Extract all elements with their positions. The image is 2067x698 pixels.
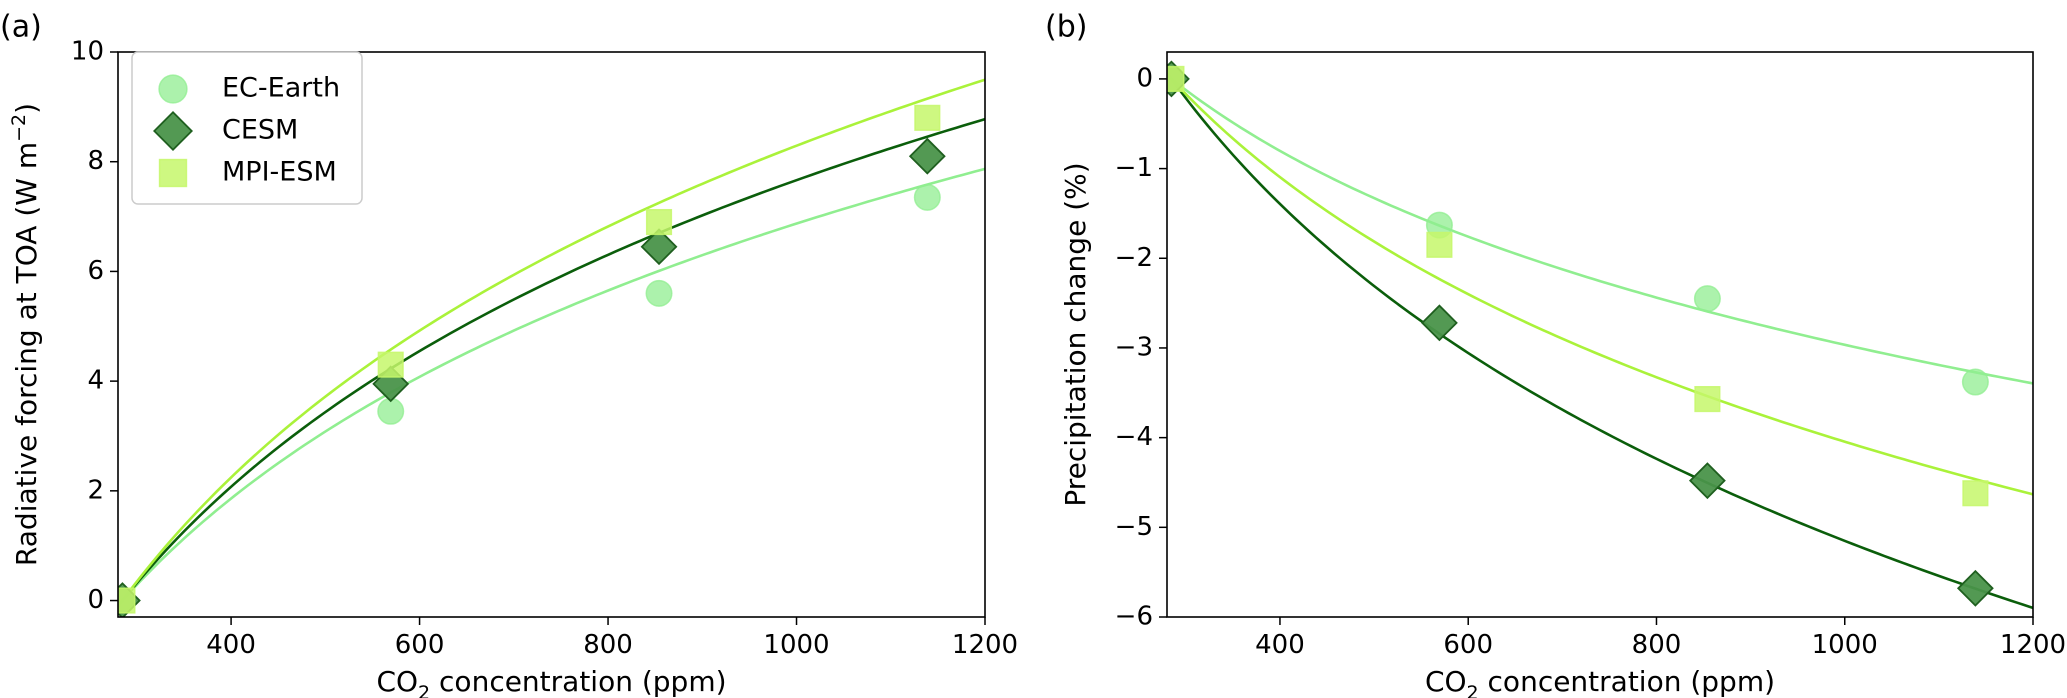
legend-label: EC-Earth bbox=[222, 73, 340, 104]
data-point-ec-earth bbox=[645, 279, 673, 307]
fit-line-mpi-esm bbox=[118, 78, 985, 609]
data-point-cesm bbox=[908, 137, 946, 175]
data-point-ec-earth bbox=[1693, 285, 1721, 313]
fit-line-ec-earth bbox=[118, 167, 985, 608]
y-tick-label: 0 bbox=[1136, 63, 1153, 93]
x-axis-label: CO2 concentration (ppm) bbox=[376, 665, 726, 698]
x-tick-label: 400 bbox=[1255, 630, 1305, 660]
fit-line-cesm bbox=[1167, 70, 2033, 610]
data-point-mpi-esm bbox=[1426, 231, 1453, 258]
data-point-mpi-esm bbox=[1694, 386, 1721, 413]
x-tick-label: 600 bbox=[1443, 630, 1493, 660]
fit-curves bbox=[118, 78, 985, 609]
data-point-mpi-esm bbox=[914, 104, 941, 131]
markers bbox=[1167, 60, 1994, 607]
panel-b: (b) 400 600 800 1000 1200 0 −1 −2 −3 −4 −5 −6 CO2 con… bbox=[1045, 10, 2066, 698]
data-point-cesm bbox=[1420, 304, 1458, 342]
x-tick-label: 600 bbox=[395, 630, 445, 660]
panel-a: (a) 400 600 800 1000 1200 0 2 4 6 8 10 CO2 concentra… bbox=[0, 10, 1018, 698]
y-tick-label: −5 bbox=[1115, 512, 1153, 542]
data-point-cesm bbox=[1688, 462, 1726, 500]
panel-label: (b) bbox=[1045, 10, 1087, 45]
x-tick-label: 800 bbox=[1632, 630, 1682, 660]
y-tick-label: −1 bbox=[1115, 153, 1153, 183]
markers bbox=[118, 104, 946, 617]
y-tick-label: 6 bbox=[87, 256, 104, 286]
y-tick-label: −2 bbox=[1115, 243, 1153, 273]
data-point-cesm bbox=[1956, 569, 1994, 607]
data-point-mpi-esm bbox=[377, 351, 404, 378]
data-point-ec-earth bbox=[913, 183, 941, 211]
axes-frame bbox=[1166, 51, 2034, 618]
fit-line-ec-earth bbox=[1167, 73, 2033, 385]
data-point-ec-earth bbox=[377, 397, 405, 425]
y-tick-label: −6 bbox=[1115, 602, 1153, 632]
data-point-mpi-esm bbox=[645, 208, 673, 236]
legend-marker-mpi-esm bbox=[158, 158, 188, 188]
y-tick-label: −4 bbox=[1115, 422, 1153, 452]
x-tick-label: 1200 bbox=[952, 630, 1018, 660]
y-axis-label: Radiative forcing at TOA (W m−2) bbox=[8, 103, 43, 566]
x-tick-label: 1000 bbox=[1812, 630, 1878, 660]
y-tick-label: 2 bbox=[87, 475, 104, 505]
fit-line-cesm bbox=[118, 117, 985, 609]
legend-marker-cesm bbox=[153, 111, 193, 151]
legend-box bbox=[131, 51, 363, 205]
data-point-ec-earth bbox=[1961, 368, 1989, 396]
x-axis-label: CO2 concentration (ppm) bbox=[1425, 665, 1775, 698]
x-tick-label: 800 bbox=[583, 630, 633, 660]
x-tick-label: 1200 bbox=[2000, 630, 2066, 660]
legend-label: CESM bbox=[222, 115, 298, 146]
y-tick-label: 8 bbox=[87, 146, 104, 176]
fit-line-mpi-esm bbox=[1167, 72, 2033, 496]
x-tick-label: 1000 bbox=[763, 630, 829, 660]
y-axis-label: Precipitation change (%) bbox=[1059, 162, 1092, 506]
y-tick-label: 10 bbox=[71, 37, 104, 67]
data-point-mpi-esm bbox=[118, 587, 136, 614]
legend-label: MPI-ESM bbox=[222, 157, 337, 188]
y-tick-label: −3 bbox=[1115, 332, 1153, 362]
y-tick-label: 0 bbox=[87, 585, 104, 615]
legend-marker-ec-earth bbox=[158, 74, 188, 104]
data-point-cesm bbox=[640, 228, 678, 266]
data-point-mpi-esm bbox=[1167, 65, 1185, 92]
legend: EC-Earth CESM MPI-ESM bbox=[131, 51, 363, 205]
x-tick-label: 400 bbox=[206, 630, 256, 660]
data-point-mpi-esm bbox=[1962, 480, 1989, 507]
axes-frame bbox=[117, 51, 986, 618]
panel-label: (a) bbox=[0, 10, 42, 45]
y-tick-label: 4 bbox=[87, 366, 104, 396]
fit-curves bbox=[1167, 70, 2033, 610]
